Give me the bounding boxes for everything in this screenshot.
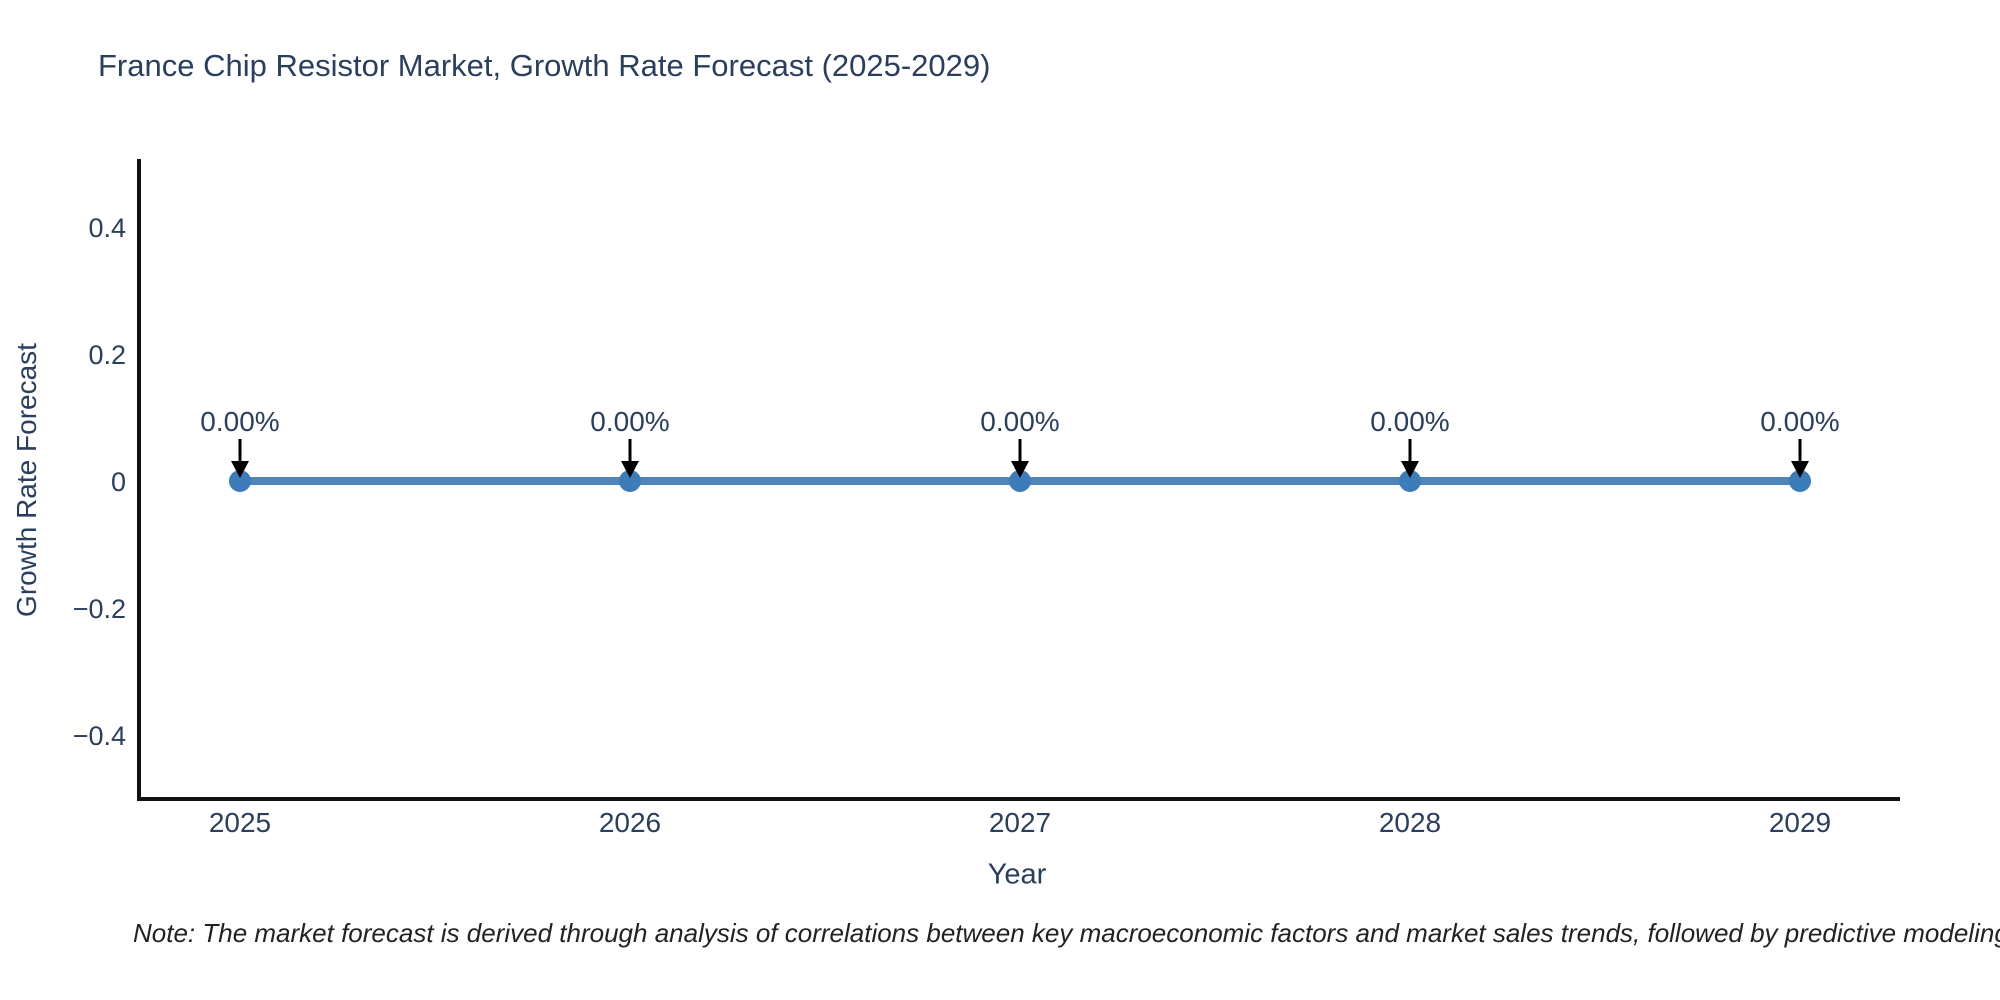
chart-title: France Chip Resistor Market, Growth Rate…	[98, 48, 991, 83]
x-tick-label: 2029	[1769, 807, 1831, 838]
point-value-label: 0.00%	[1760, 406, 1839, 437]
annotation-arrowhead	[1791, 461, 1809, 478]
data-point-marker	[619, 470, 641, 492]
annotation-arrowhead	[231, 461, 249, 478]
y-tick-label: 0.4	[88, 213, 126, 243]
y-tick-label: −0.4	[73, 721, 126, 751]
footnote: Note: The market forecast is derived thr…	[133, 918, 2000, 948]
y-tick-label: 0.2	[88, 340, 126, 370]
x-axis-title: Year	[987, 858, 1047, 891]
x-tick-label: 2026	[599, 807, 661, 838]
point-value-label: 0.00%	[980, 406, 1059, 437]
annotation-arrowhead	[621, 461, 639, 478]
y-tick-label: −0.2	[73, 594, 126, 624]
x-tick-label: 2025	[209, 807, 271, 838]
annotation-arrowhead	[1401, 461, 1419, 478]
point-value-label: 0.00%	[590, 406, 669, 437]
x-tick-label: 2028	[1379, 807, 1441, 838]
point-value-label: 0.00%	[1370, 406, 1449, 437]
annotation-arrowhead	[1011, 461, 1029, 478]
data-point-marker	[1789, 470, 1811, 492]
data-point-marker	[1399, 470, 1421, 492]
x-tick-label: 2027	[989, 807, 1051, 838]
point-value-label: 0.00%	[200, 406, 279, 437]
data-point-marker	[1009, 470, 1031, 492]
y-tick-label: 0	[111, 467, 126, 497]
data-point-marker	[229, 470, 251, 492]
